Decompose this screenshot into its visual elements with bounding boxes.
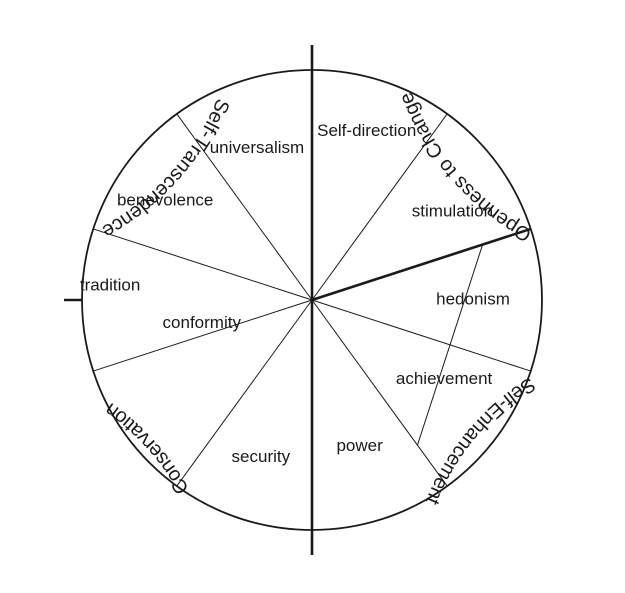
values-circle-diagram: Self-directionuniversalismbenevolencetra… (0, 0, 625, 593)
quadrant-label: Conservation (101, 398, 194, 498)
spoke (93, 300, 312, 371)
spoke (312, 300, 531, 371)
quadrant-label: Openness to Change (395, 89, 535, 245)
segment-label: universalism (210, 138, 304, 157)
spoke (312, 300, 447, 486)
quadrant-label: Self-Transcendence (98, 96, 233, 243)
segment-label: power (336, 436, 383, 455)
conformity-tradition-chord (417, 245, 482, 446)
segment-label: Self-direction (317, 121, 416, 140)
segment-label: conformity (163, 313, 242, 332)
segment-label: achievement (396, 369, 493, 388)
segment-label: tradition (80, 275, 140, 294)
segment-label: security (232, 447, 291, 466)
segment-label: hedonism (436, 289, 510, 308)
quadrant-label: Self-Enhancement (421, 373, 539, 508)
